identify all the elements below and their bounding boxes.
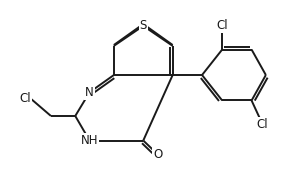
Text: O: O: [153, 148, 162, 161]
Text: Cl: Cl: [19, 92, 31, 105]
Text: S: S: [140, 19, 147, 32]
Text: NH: NH: [81, 134, 98, 147]
Text: Cl: Cl: [216, 19, 228, 32]
Text: Cl: Cl: [257, 118, 268, 131]
Text: N: N: [85, 86, 94, 99]
